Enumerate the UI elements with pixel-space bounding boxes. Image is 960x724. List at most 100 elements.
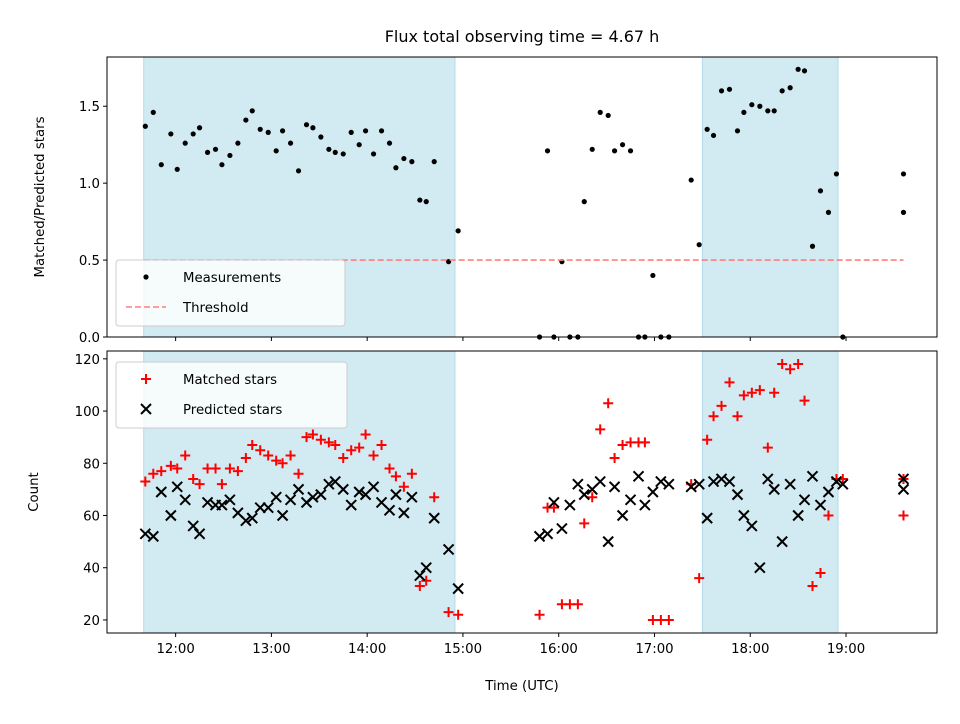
- predicted-star-point: [246, 512, 258, 524]
- matched-star-point: [247, 440, 258, 450]
- predicted-star-point: [216, 499, 228, 511]
- matched-star-point: [738, 390, 749, 401]
- measurement-point: [332, 149, 338, 155]
- x-tick-label: 13:00: [252, 642, 290, 657]
- measurement-point: [356, 142, 362, 148]
- x-tick-label: 18:00: [731, 642, 769, 657]
- measurement-point: [265, 129, 271, 135]
- predicted-star-point: [564, 499, 576, 511]
- matched-star-point: [579, 518, 590, 529]
- measurement-point: [243, 117, 249, 123]
- matched-star-point: [376, 440, 387, 450]
- matched-star-point: [216, 479, 227, 490]
- y-tick-label: 1.5: [79, 100, 100, 115]
- measurement-point: [295, 168, 302, 174]
- predicted-star-point: [594, 475, 606, 488]
- measurement-point: [227, 152, 233, 159]
- matched-star-point: [534, 609, 545, 620]
- matched-star-point: [240, 453, 251, 464]
- measurement-point: [150, 109, 156, 115]
- measurement-point: [168, 131, 174, 137]
- predicted-star-point: [292, 483, 305, 496]
- predicted-star-point: [685, 481, 697, 493]
- matched-star-point: [384, 463, 395, 474]
- matched-star-point: [898, 510, 909, 521]
- matched-star-point: [421, 575, 432, 586]
- predicted-star-point: [616, 509, 629, 522]
- matched-star-point: [708, 411, 719, 422]
- predicted-star-point: [345, 499, 357, 511]
- legend-box: [115, 259, 346, 327]
- measurement-point: [544, 148, 551, 154]
- legend-swatch: [141, 374, 151, 384]
- predicted-star-point: [556, 522, 568, 535]
- y-tick-label: 60: [83, 510, 100, 525]
- predicted-star-point: [315, 488, 327, 501]
- measurement-point: [219, 162, 225, 168]
- predicted-star-point: [806, 470, 819, 483]
- legend-label: Measurements: [183, 271, 281, 286]
- predicted-star-point: [187, 520, 199, 532]
- measurement-point: [581, 199, 587, 205]
- shaded-interval: [701, 56, 839, 338]
- matched-star-point: [807, 581, 818, 591]
- predicted-star-point: [707, 475, 720, 488]
- matched-star-point: [390, 471, 401, 482]
- matched-star-point: [414, 581, 425, 591]
- predicted-star-point: [533, 530, 546, 543]
- measurement-point: [801, 68, 808, 74]
- measurement-point: [158, 162, 164, 168]
- matched-star-point: [443, 607, 454, 618]
- predicted-star-point: [608, 481, 621, 493]
- legend: Measurements Threshold: [115, 259, 346, 327]
- matched-star-point: [595, 424, 606, 435]
- matched-star-point: [255, 445, 266, 456]
- matched-star-point: [548, 502, 559, 513]
- predicted-star-point: [715, 473, 728, 485]
- measurement-point: [378, 128, 385, 134]
- legend-label: Predicted stars: [183, 403, 282, 418]
- bottom-panel: 20 40 60 80 100 120 12:00 13:00 14:00 15:00 16:00 1…: [27, 350, 938, 694]
- measurement-point: [386, 140, 393, 146]
- predicted-star-point: [731, 488, 744, 501]
- predicted-star-point: [632, 470, 645, 483]
- x-tick-label: 15:00: [444, 642, 482, 657]
- matched-star-point: [346, 445, 357, 456]
- predicted-star-point: [541, 528, 554, 540]
- matched-star-point: [724, 377, 735, 388]
- matched-star-point: [360, 429, 371, 440]
- matched-star-point: [453, 609, 464, 620]
- matched-star-point: [609, 453, 620, 464]
- x-axis-label: Time (UTC): [484, 679, 559, 694]
- predicted-star-point: [897, 483, 910, 496]
- measurement-point: [348, 129, 354, 135]
- measurement-point: [326, 146, 332, 152]
- measurement-point: [710, 132, 717, 139]
- predicted-star-point: [768, 483, 780, 496]
- predicted-star-point: [792, 509, 804, 522]
- matched-star-point: [823, 510, 834, 521]
- matched-star-point: [663, 614, 674, 625]
- legend: Matched stars Predicted stars: [115, 361, 348, 429]
- matched-star-point: [694, 573, 705, 584]
- predicted-star-point: [353, 486, 365, 498]
- matched-star-point: [194, 479, 205, 490]
- predicted-star-point: [723, 475, 736, 488]
- matched-star-point: [639, 437, 650, 448]
- measurement-point: [688, 177, 694, 183]
- matched-star-point: [188, 473, 199, 484]
- measurement-point: [757, 103, 763, 109]
- predicted-star-point: [822, 486, 835, 498]
- matched-star-point: [793, 359, 804, 370]
- predicted-star-point: [762, 473, 774, 485]
- predicted-star-point: [147, 530, 159, 543]
- measurement-point: [809, 243, 816, 249]
- measurement-point: [212, 146, 219, 152]
- matched-star-point: [315, 434, 326, 445]
- predicted-star-point: [701, 512, 713, 524]
- matched-star-point: [702, 434, 713, 445]
- measurement-point: [619, 142, 626, 148]
- predicted-star-point: [452, 582, 464, 595]
- measurement-point: [409, 159, 415, 165]
- y-axis-label: Count: [27, 472, 42, 512]
